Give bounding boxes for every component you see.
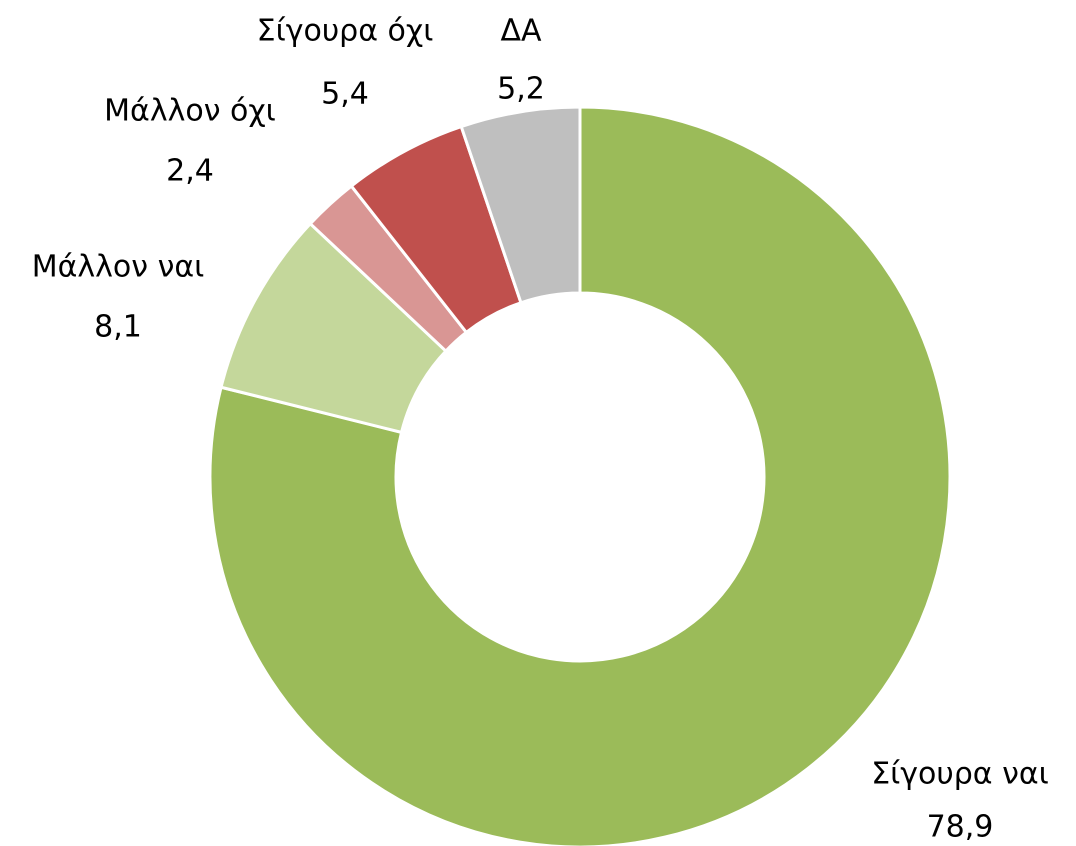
slice-label: ΔΑ [500, 14, 542, 49]
slice-label: Μάλλον ναι [32, 250, 205, 285]
slice-label: Μάλλον όχι [104, 94, 276, 129]
slice [208, 105, 952, 846]
value-label: 5,2 [497, 72, 545, 107]
value-label: 2,4 [166, 154, 214, 189]
slice-label: Σίγουρα ναι [871, 757, 1049, 792]
slice-label: Σίγουρα όχι [257, 14, 434, 49]
value-label: 8,1 [94, 310, 142, 345]
slice [459, 105, 582, 305]
value-label: 78,9 [927, 810, 994, 845]
value-label: 5,4 [321, 77, 369, 112]
